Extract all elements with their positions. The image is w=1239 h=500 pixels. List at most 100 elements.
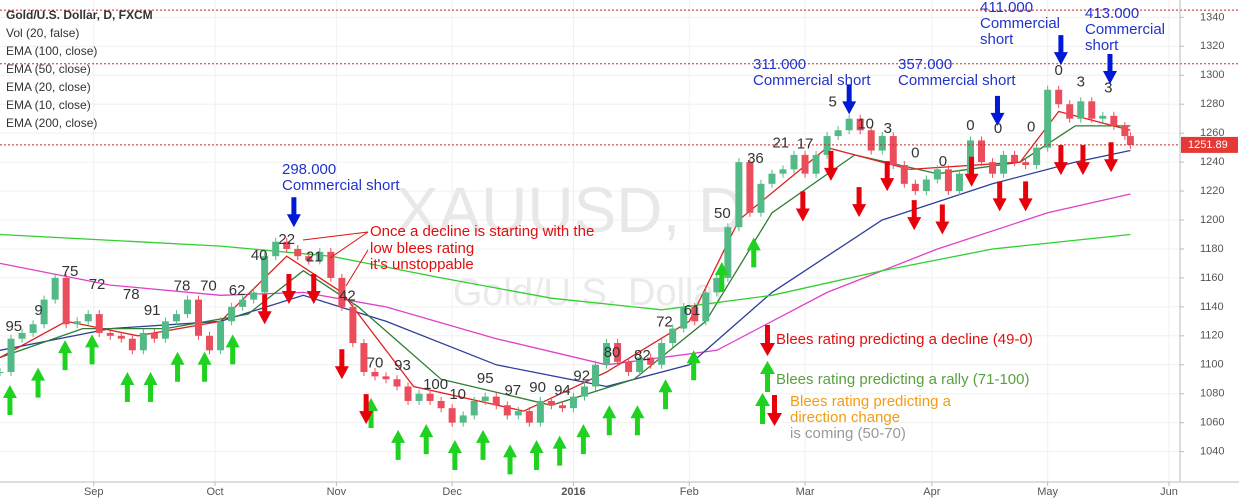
- candle: [525, 411, 533, 423]
- indicator: EMA (20, close): [6, 80, 91, 94]
- commercial-short: Commercial short: [282, 177, 400, 194]
- candle: [878, 136, 886, 151]
- candle: [437, 400, 445, 409]
- decline-arrow: [795, 191, 810, 222]
- note: it's unstoppable: [370, 256, 474, 273]
- candle: [195, 299, 203, 336]
- rating-label: 61: [684, 302, 701, 319]
- decline-arrow: [852, 187, 867, 218]
- decline-arrow: [907, 200, 922, 231]
- decline-arrow: [359, 394, 374, 425]
- rally-arrow: [31, 367, 46, 398]
- legend-arrow: [760, 361, 775, 392]
- decline-arrow: [964, 156, 979, 187]
- note-pointer: [329, 231, 369, 259]
- rating-label: 3: [884, 120, 892, 137]
- rating-label: 21: [306, 249, 323, 266]
- candle: [415, 393, 423, 401]
- candle: [691, 306, 699, 322]
- candle: [492, 396, 500, 406]
- short-arrow: [842, 84, 857, 115]
- candle: [261, 256, 269, 293]
- x-tick-label: Apr: [923, 486, 940, 498]
- candle: [316, 251, 324, 261]
- candle: [547, 400, 555, 406]
- candle: [62, 277, 70, 325]
- candle: [338, 277, 346, 307]
- rally-arrow: [503, 444, 518, 475]
- candle: [713, 277, 721, 293]
- rally-arrow: [602, 405, 617, 436]
- rating-label: 62: [229, 282, 246, 299]
- candle: [250, 292, 258, 300]
- candle: [117, 335, 125, 339]
- rally-arrow: [476, 429, 491, 460]
- candle: [272, 241, 280, 257]
- candle: [0, 371, 4, 373]
- rating-label: 5: [828, 94, 836, 111]
- candle: [228, 306, 236, 322]
- candle: [636, 357, 644, 372]
- decline-arrow: [823, 150, 838, 181]
- candle: [658, 343, 666, 365]
- commercial-short: 413.000: [1085, 5, 1139, 22]
- candle: [327, 251, 335, 278]
- rating-label: 95: [477, 370, 494, 387]
- decline-arrow: [880, 161, 895, 192]
- rally-arrow: [529, 440, 544, 471]
- candle: [172, 314, 180, 322]
- candle: [404, 386, 412, 401]
- rating-label: 72: [656, 314, 673, 331]
- y-tick-label: 1180: [1200, 243, 1224, 255]
- candle: [603, 343, 611, 365]
- rally-arrow: [225, 334, 240, 365]
- commercial-short: short: [980, 31, 1014, 48]
- decline-arrow: [1075, 145, 1090, 176]
- note-pointer: [345, 249, 369, 287]
- y-tick-label: 1300: [1200, 69, 1224, 81]
- rating-label: 95: [5, 318, 22, 335]
- y-tick-label: 1120: [1200, 330, 1224, 342]
- x-tick-label: Jun: [1160, 486, 1178, 498]
- candle: [106, 332, 114, 336]
- rally-arrow: [447, 440, 462, 471]
- candle: [1055, 89, 1063, 105]
- candle: [580, 386, 588, 397]
- rating-label: 78: [174, 278, 191, 295]
- short-arrow: [286, 197, 301, 228]
- legend-decline: Blees rating predicting a decline (49-0): [776, 331, 1033, 348]
- decline-arrow: [1053, 145, 1068, 176]
- watermark-symbol: XAUUSD, D: [396, 174, 745, 246]
- rally-arrow: [143, 371, 158, 402]
- rating-label: 90: [529, 379, 546, 396]
- decline-arrow: [306, 273, 321, 304]
- candle: [1066, 104, 1074, 119]
- rating-label: 3: [1077, 73, 1085, 90]
- short-arrow: [1102, 53, 1117, 84]
- candle: [1110, 115, 1118, 126]
- candle: [746, 162, 754, 213]
- candle: [977, 140, 985, 163]
- ema-line: [0, 125, 1131, 406]
- rally-arrow: [714, 261, 729, 292]
- ema-line: [0, 110, 1131, 412]
- rally-arrow: [2, 385, 17, 416]
- candle: [536, 400, 544, 423]
- candle: [1000, 154, 1008, 174]
- candle: [448, 408, 456, 423]
- indicator: EMA (200, close): [6, 116, 97, 130]
- candle: [1126, 136, 1134, 145]
- candle: [514, 411, 522, 416]
- price-tag-label: 1251.89: [1188, 139, 1228, 151]
- candle: [128, 338, 136, 351]
- candle: [7, 338, 15, 372]
- y-tick-label: 1160: [1200, 272, 1224, 284]
- candle: [989, 162, 997, 174]
- candle: [845, 118, 853, 131]
- decline-arrow: [1018, 181, 1033, 212]
- candle: [349, 306, 357, 344]
- candle: [735, 162, 743, 228]
- candle: [459, 415, 467, 423]
- x-tick-label: Mar: [796, 486, 815, 498]
- x-tick-label: 2016: [561, 486, 585, 498]
